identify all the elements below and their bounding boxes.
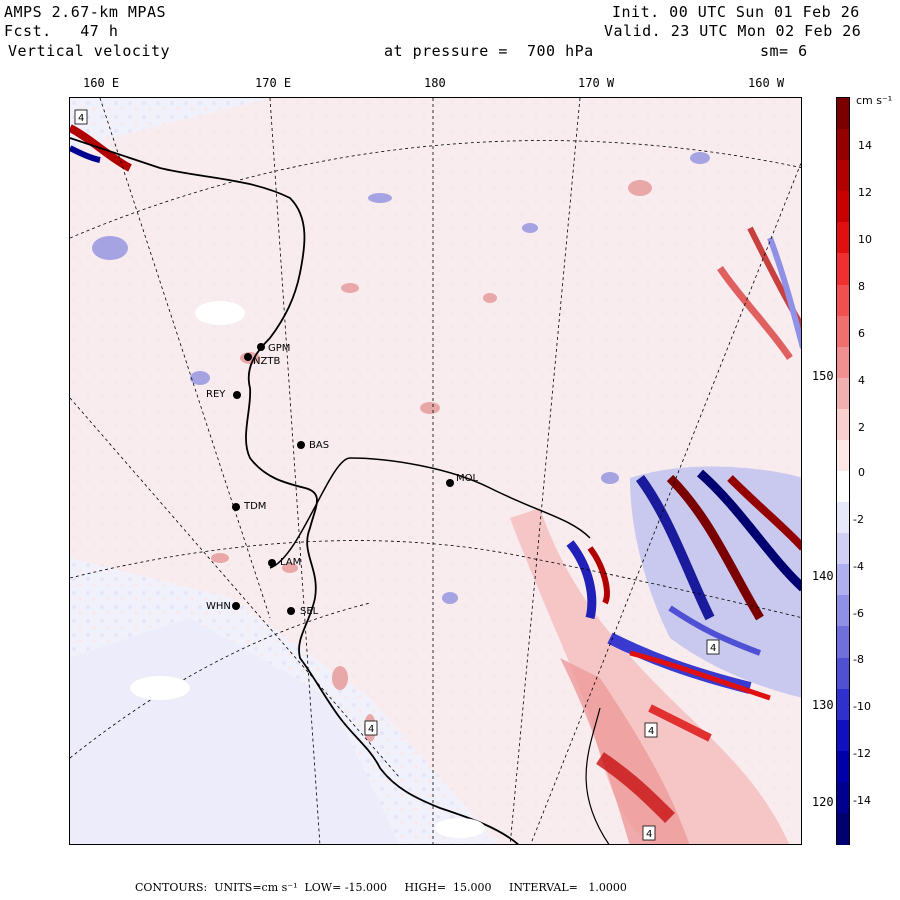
station-label-lam: LAM xyxy=(280,557,302,568)
colorbar-segment xyxy=(837,129,849,162)
station-label-whn: WHN xyxy=(206,601,231,612)
lon-label-170e: 170 E xyxy=(255,76,292,90)
colorbar-segment xyxy=(837,750,849,783)
colorbar-tick-label: 6 xyxy=(858,327,865,340)
colorbar-tick-label: 0 xyxy=(858,466,865,479)
colorbar-units: cm s⁻¹ xyxy=(856,94,893,107)
colorbar-segment xyxy=(837,222,849,255)
box-marker-value: 4 xyxy=(710,643,716,654)
station-dot xyxy=(233,391,241,399)
station-dot xyxy=(244,353,252,361)
colorbar-tick-label: 4 xyxy=(858,374,865,387)
station-label-gpm: GPM xyxy=(268,343,291,354)
colorbar-segment xyxy=(837,595,849,628)
colorbar-segment xyxy=(837,346,849,379)
colorbar-segment xyxy=(837,408,849,441)
station-dot xyxy=(257,343,265,351)
valid-time: Valid. 23 UTC Mon 02 Feb 26 xyxy=(604,22,862,40)
colorbar-segment xyxy=(837,688,849,721)
colorbar-tick-label: -4 xyxy=(853,560,864,573)
station-label-mol: MOL xyxy=(456,473,479,484)
colorbar-segment xyxy=(837,564,849,597)
model-title: AMPS 2.67-km MPAS xyxy=(4,3,167,21)
colorbar-segment xyxy=(837,626,849,659)
box-marker-value: 4 xyxy=(646,829,652,840)
colorbar-segment xyxy=(837,533,849,566)
colorbar-tick-label: -14 xyxy=(853,794,871,807)
variable-name: Vertical velocity xyxy=(8,42,171,60)
colorbar-segment xyxy=(837,315,849,348)
vertical-velocity-map: 4 4 4 4 4 xyxy=(69,97,802,845)
contour-info: CONTOURS: UNITS=cm s⁻¹ LOW= -15.000 HIGH… xyxy=(135,881,627,894)
forecast-hour: Fcst. 47 h xyxy=(4,22,119,40)
colorbar xyxy=(836,97,850,845)
station-label-rey: REY xyxy=(206,389,226,400)
colorbar-segment xyxy=(837,439,849,472)
colorbar-tick-label: 10 xyxy=(858,233,872,246)
colorbar-tick-label: -10 xyxy=(853,700,871,713)
station-dot xyxy=(287,607,295,615)
colorbar-segment xyxy=(837,160,849,193)
colorbar-segment xyxy=(837,284,849,317)
colorbar-segment xyxy=(837,471,849,504)
station-label-sel: SEL xyxy=(300,606,319,617)
box-marker-value: 4 xyxy=(368,724,374,735)
lon-label-160w: 160 W xyxy=(748,76,785,90)
station-dot xyxy=(268,559,276,567)
station-label-bas: BAS xyxy=(309,440,330,451)
colorbar-segment xyxy=(837,781,849,814)
station-dot xyxy=(297,441,305,449)
station-label-nztb: NZTB xyxy=(253,356,281,367)
lon-label-170w: 170 W xyxy=(578,76,615,90)
colorbar-segment xyxy=(837,98,849,131)
colorbar-tick-label: 8 xyxy=(858,280,865,293)
lon-label-160e: 160 E xyxy=(83,76,120,90)
colorbar-tick-label: -12 xyxy=(853,747,871,760)
colorbar-tick-label: -2 xyxy=(853,513,864,526)
colorbar-segment xyxy=(837,253,849,286)
box-marker-value: 4 xyxy=(78,113,84,124)
colorbar-tick-label: -8 xyxy=(853,653,864,666)
colorbar-segment xyxy=(837,719,849,752)
colorbar-segment xyxy=(837,191,849,224)
init-time: Init. 00 UTC Sun 01 Feb 26 xyxy=(612,3,860,21)
box-marker-value: 4 xyxy=(648,726,654,737)
station-dot xyxy=(446,479,454,487)
colorbar-segment xyxy=(837,812,849,845)
colorbar-tick-label: 2 xyxy=(858,421,865,434)
station-label-tdm: TDM xyxy=(244,501,267,512)
colorbar-tick-label: 14 xyxy=(858,139,872,152)
station-dot xyxy=(232,602,240,610)
colorbar-segment xyxy=(837,377,849,410)
map-canvas: 4 4 4 4 4 xyxy=(70,98,801,844)
lon-label-180: 180 xyxy=(424,76,446,90)
colorbar-tick-label: 12 xyxy=(858,186,872,199)
colorbar-segment xyxy=(837,657,849,690)
colorbar-tick-label: -6 xyxy=(853,607,864,620)
pressure-level: at pressure = 700 hPa xyxy=(384,42,594,60)
station-dot xyxy=(232,503,240,511)
smoothing: sm= 6 xyxy=(760,42,808,60)
colorbar-segment xyxy=(837,502,849,535)
